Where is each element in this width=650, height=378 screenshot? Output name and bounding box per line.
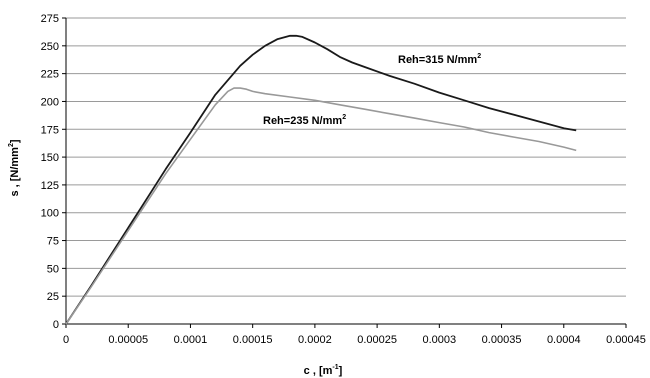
x-tick-label: 0.0004 [547, 334, 581, 346]
y-tick-label: 25 [47, 291, 59, 303]
y-tick-label: 250 [41, 41, 59, 53]
y-tick-label: 0 [53, 319, 59, 331]
gridlines [66, 17, 626, 297]
y-tick-label: 50 [47, 263, 59, 275]
x-tick-label: 0.00025 [357, 334, 397, 346]
x-tick-label: 0.0001 [174, 334, 208, 346]
y-tick-label: 125 [41, 180, 59, 192]
y-tick-label: 75 [47, 236, 59, 248]
x-tick-label: 0.0003 [423, 334, 457, 346]
x-axis-ticks: 0 0.00005 0.0001 0.00015 0.0002 0.00025 0.0003… [63, 324, 646, 346]
y-axis-ticks: 0 25 50 75 100 125 150 175 200 225 250 275 [41, 13, 66, 331]
series-line-1 [65, 87, 577, 325]
y-tick-label: 225 [41, 69, 59, 81]
x-tick-label: 0.00035 [482, 334, 522, 346]
x-tick-label: 0.00045 [606, 334, 646, 346]
y-tick-label: 175 [41, 124, 59, 136]
x-tick-label: 0 [63, 334, 69, 346]
series-label-reh315: Reh=315 N/mm2 [398, 53, 481, 66]
y-tick-label: 150 [41, 152, 59, 164]
y-tick-label: 275 [41, 13, 59, 25]
y-tick-label: 100 [41, 208, 59, 220]
x-tick-label: 0.00005 [108, 334, 148, 346]
x-tick-label: 0.00015 [233, 334, 273, 346]
y-tick-label: 200 [41, 96, 59, 108]
series-lines [65, 34, 577, 325]
axes [65, 18, 626, 325]
x-axis-title: c , [m-1] [304, 364, 343, 377]
series-line-0 [65, 34, 577, 325]
series-label-reh235: Reh=235 N/mm2 [263, 114, 346, 127]
x-tick-label: 0.0002 [298, 334, 332, 346]
y-axis-title: s , [N/mm2] [8, 139, 21, 196]
